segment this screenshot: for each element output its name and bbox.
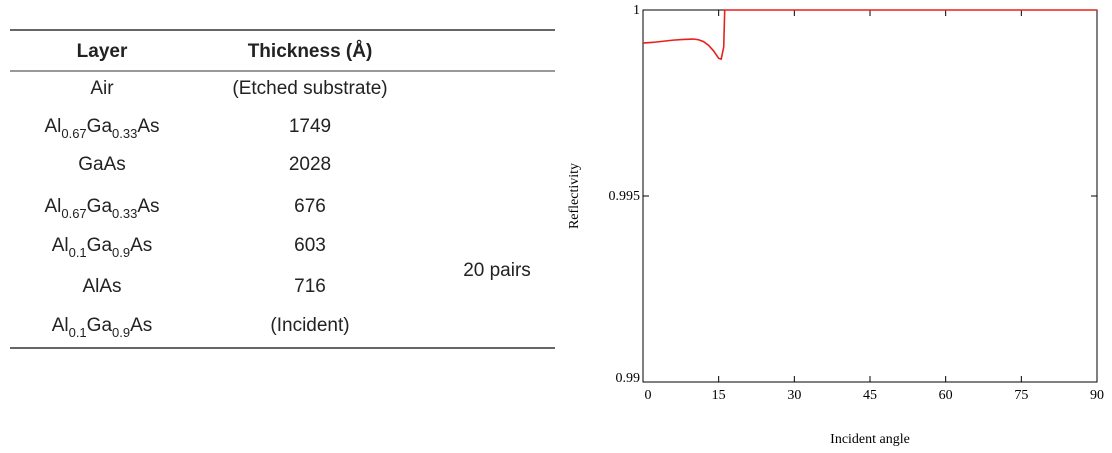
pairs-note: 20 pairs [463, 260, 531, 281]
subscript: 0.33 [112, 126, 137, 141]
x-tick-label: 60 [939, 388, 953, 403]
element: Al [44, 116, 61, 137]
layer-name: Al0.67Ga0.33As [44, 116, 159, 141]
layer-table: Layer Thickness (Å) 20 pairs Air (Etched … [10, 29, 555, 349]
layer-name: GaAs [78, 154, 126, 175]
x-axis-label: Incident angle [830, 432, 910, 447]
subscript: 0.1 [69, 325, 87, 340]
header-thickness: Thickness (Å) [248, 41, 373, 62]
layer-name: Al0.1Ga0.9As [52, 315, 153, 340]
y-tick-label: 0.99 [616, 371, 641, 386]
element: Ga [87, 235, 113, 256]
subscript: 0.33 [112, 206, 137, 221]
element: As [130, 235, 152, 256]
plot-frame [642, 9, 1098, 383]
layer-name: AlAs [82, 276, 121, 297]
element: Al [44, 196, 61, 217]
thickness: 1749 [289, 116, 331, 137]
thickness: 716 [294, 276, 326, 297]
thickness: 676 [294, 196, 326, 217]
thickness: (Incident) [270, 315, 349, 336]
y-tick-label: 1 [633, 3, 640, 18]
element: As [137, 116, 159, 137]
element: Ga [87, 196, 113, 217]
element: Al [52, 315, 69, 336]
thickness: 2028 [289, 154, 331, 175]
x-tick-label: 75 [1014, 388, 1028, 403]
element: Ga [87, 315, 113, 336]
x-tick-label: 15 [712, 388, 726, 403]
layer-name: Air [90, 78, 114, 99]
y-tick-label: 0.995 [609, 189, 641, 204]
subscript: 0.67 [61, 206, 86, 221]
data-line [642, 9, 1097, 61]
element: Air [90, 78, 114, 99]
layer-name: Al0.67Ga0.33As [44, 196, 159, 221]
element: Ga [87, 116, 113, 137]
element: As [130, 315, 152, 336]
x-tick-label: 90 [1090, 388, 1104, 403]
header-layer: Layer [77, 41, 128, 62]
element: As [137, 196, 159, 217]
element: GaAs [78, 154, 126, 175]
x-tick-label: 45 [863, 388, 877, 403]
y-axis-label: Reflectivity [567, 163, 582, 229]
subscript: 0.1 [69, 245, 87, 260]
x-tick-label: 0 [645, 388, 652, 403]
element: AlAs [82, 276, 121, 297]
thickness: (Etched substrate) [232, 78, 387, 99]
subscript: 0.9 [112, 245, 130, 260]
thickness: 603 [294, 235, 326, 256]
x-tick-label: 30 [787, 388, 801, 403]
element: Al [52, 235, 69, 256]
subscript: 0.9 [112, 325, 130, 340]
layer-name: Al0.1Ga0.9As [52, 235, 153, 260]
subscript: 0.67 [61, 126, 86, 141]
